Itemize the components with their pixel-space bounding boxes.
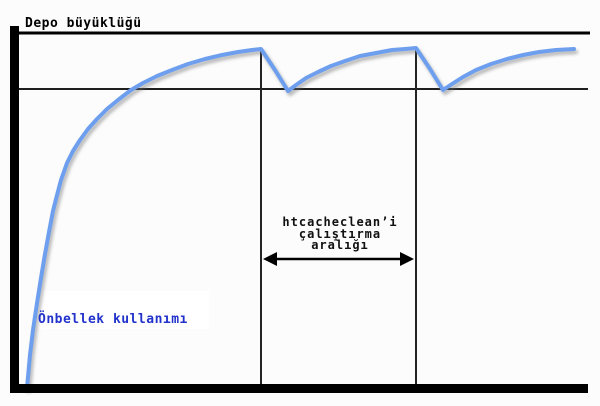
chart-title: Depo büyüklüğü: [25, 16, 142, 31]
interval-annotation-line-1: htcacheclean’i: [282, 215, 397, 229]
interval-annotation-line-2: çalıştırma: [299, 227, 381, 241]
y-axis: [10, 26, 19, 392]
interval-arrowhead-left-icon: [263, 252, 277, 266]
interval-annotation-line-3: aralığı: [311, 238, 369, 252]
curve-label-backdrop: [33, 291, 209, 329]
cache-usage-curve: [25, 46, 576, 390]
interval-arrowhead-right-icon: [400, 252, 414, 266]
curve-label: Önbellek kullanımı: [38, 311, 188, 327]
x-axis: [10, 384, 588, 393]
